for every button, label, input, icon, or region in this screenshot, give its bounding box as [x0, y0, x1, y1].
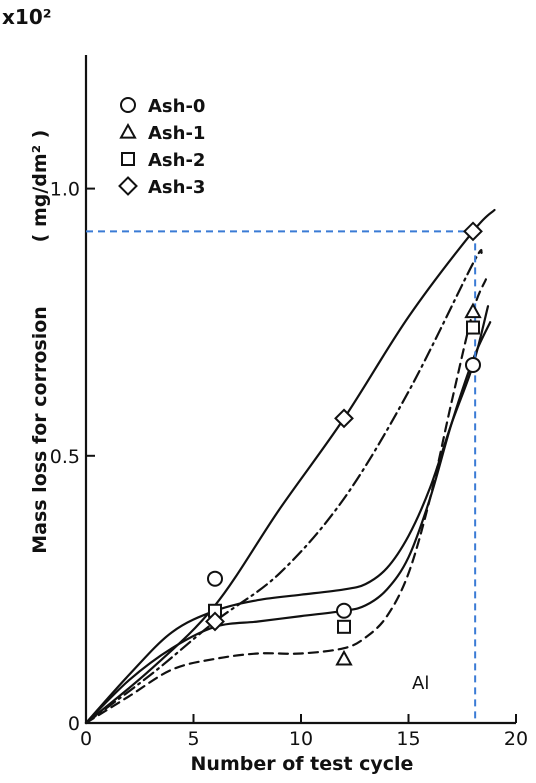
series-line-ash-1 — [84, 278, 487, 725]
data-point-ash-1 — [335, 649, 353, 666]
x-tick-label: 0 — [80, 728, 92, 750]
data-point-ash-2 — [337, 619, 351, 634]
plot-layer: 0 5 10 15 20 0 0.5 1.0 — [50, 55, 528, 750]
data-point-ash-1 — [464, 302, 482, 319]
data-point-ash-3 — [463, 221, 483, 242]
y-multiplier-label: x10² — [2, 5, 52, 29]
x-tick-label: 10 — [289, 728, 313, 750]
data-point-ash-2 — [466, 320, 480, 335]
x-axis-title: Number of test cycle — [191, 753, 414, 775]
series-line-ash-2 — [84, 321, 492, 725]
y-axis-title: Mass loss for corrosion — [29, 306, 51, 554]
chart-annotation: Al — [412, 673, 429, 694]
data-point-ash-0 — [465, 356, 481, 373]
legend-marker-ash-1 — [119, 122, 137, 139]
data-point-ash-3 — [205, 611, 225, 632]
legend-marker-ash-2 — [121, 152, 135, 166]
series-line-ash-3 — [84, 208, 496, 725]
legend-marker-ash-3 — [118, 176, 138, 196]
x-tick-label: 15 — [396, 728, 420, 750]
legend-label-ash-3: Ash-3 — [148, 177, 205, 198]
x-tick-label: 5 — [187, 728, 199, 750]
legend-label-ash-1: Ash-1 — [148, 123, 205, 144]
legend: Ash-0 Ash-1 Ash-2 Ash-3 — [118, 96, 205, 198]
legend-marker-ash-0 — [120, 97, 136, 113]
y-tick-label: 0.5 — [50, 446, 80, 468]
legend-label-ash-0: Ash-0 — [148, 96, 205, 117]
data-point-ash-0 — [336, 602, 352, 619]
y-axis-unit: ( mg/dm² ) — [29, 130, 51, 243]
legend-label-ash-2: Ash-2 — [148, 150, 205, 171]
series-line-ash-0 — [84, 305, 490, 725]
y-tick-label: 0 — [68, 713, 80, 735]
y-tick-label: 1.0 — [50, 179, 80, 201]
series-line-dash-dot — [84, 248, 483, 725]
x-tick-label: 20 — [504, 728, 528, 750]
data-point-ash-3 — [334, 408, 354, 429]
data-point-ash-0 — [207, 570, 223, 587]
